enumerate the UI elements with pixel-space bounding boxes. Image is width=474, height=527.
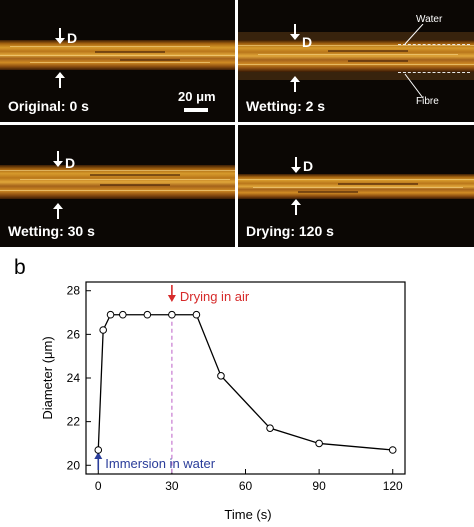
x-tick-label: 60 — [239, 479, 253, 493]
fibre-strand — [0, 165, 235, 199]
data-point — [315, 439, 323, 448]
y-tick-label: 20 — [67, 458, 81, 472]
immersion-annotation: Immersion in water — [105, 456, 215, 471]
y-tick-label: 22 — [67, 415, 81, 429]
diameter-marker-label: D — [302, 34, 313, 50]
micrograph-caption: Original: 0 s — [8, 98, 89, 114]
x-tick-label: 90 — [312, 479, 326, 493]
data-point — [143, 310, 152, 319]
series-line — [97, 314, 393, 451]
micrograph-drying-120s: D Drying: 120 s — [238, 125, 474, 247]
x-tick-label: 30 — [165, 479, 179, 493]
drying-arrowhead-icon — [167, 295, 176, 302]
fibre-boundary — [398, 72, 470, 73]
drying-annotation: Drying in air — [180, 289, 250, 304]
water-label: Water — [416, 14, 443, 25]
water-boundary — [398, 44, 470, 45]
micrograph-caption: Drying: 120 s — [246, 223, 334, 239]
immersion-arrowhead-icon — [94, 452, 103, 459]
y-tick-label: 24 — [67, 371, 81, 385]
data-point — [106, 310, 115, 319]
d-arrows-icon — [55, 28, 65, 88]
diameter-marker-label: D — [65, 155, 76, 171]
micrograph-original: D Original: 0 s 20 μm — [0, 0, 235, 122]
scale-bar — [184, 108, 208, 112]
micrograph-wetting-2s: D Water Fibre Wetting: 2 s — [238, 0, 474, 122]
panel-b-letter: b — [14, 256, 26, 279]
d-arrows-icon — [291, 157, 301, 215]
d-arrows-icon — [290, 24, 300, 92]
data-point — [388, 446, 397, 454]
scale-bar-label: 20 μm — [178, 89, 216, 104]
d-arrows-icon — [53, 151, 63, 219]
micrograph-wetting-30s: D Wetting: 30 s — [0, 125, 235, 247]
y-axis-label: Diameter (μm) — [40, 336, 55, 419]
data-point — [192, 310, 201, 319]
x-axis-label: Time (s) — [224, 507, 271, 522]
data-point — [168, 310, 176, 319]
micrograph-caption: Wetting: 2 s — [246, 98, 326, 114]
y-tick-label: 28 — [67, 284, 81, 298]
data-point — [266, 424, 274, 432]
diameter-marker-label: D — [67, 30, 78, 46]
plot-frame — [85, 281, 406, 475]
fibre-label: Fibre — [416, 96, 439, 107]
label-leaders — [404, 24, 424, 99]
data-point — [119, 310, 127, 319]
fibre-strand — [0, 40, 235, 70]
fibre-strand — [238, 174, 474, 199]
data-point — [217, 372, 225, 380]
x-tick-label: 0 — [95, 479, 102, 493]
diameter-marker-label: D — [303, 158, 314, 174]
fibre-strand — [238, 40, 474, 72]
x-tick-label: 120 — [383, 479, 403, 493]
data-point — [94, 446, 103, 454]
data-point — [99, 326, 107, 334]
micrograph-caption: Wetting: 30 s — [8, 223, 95, 239]
y-tick-label: 26 — [67, 327, 81, 341]
